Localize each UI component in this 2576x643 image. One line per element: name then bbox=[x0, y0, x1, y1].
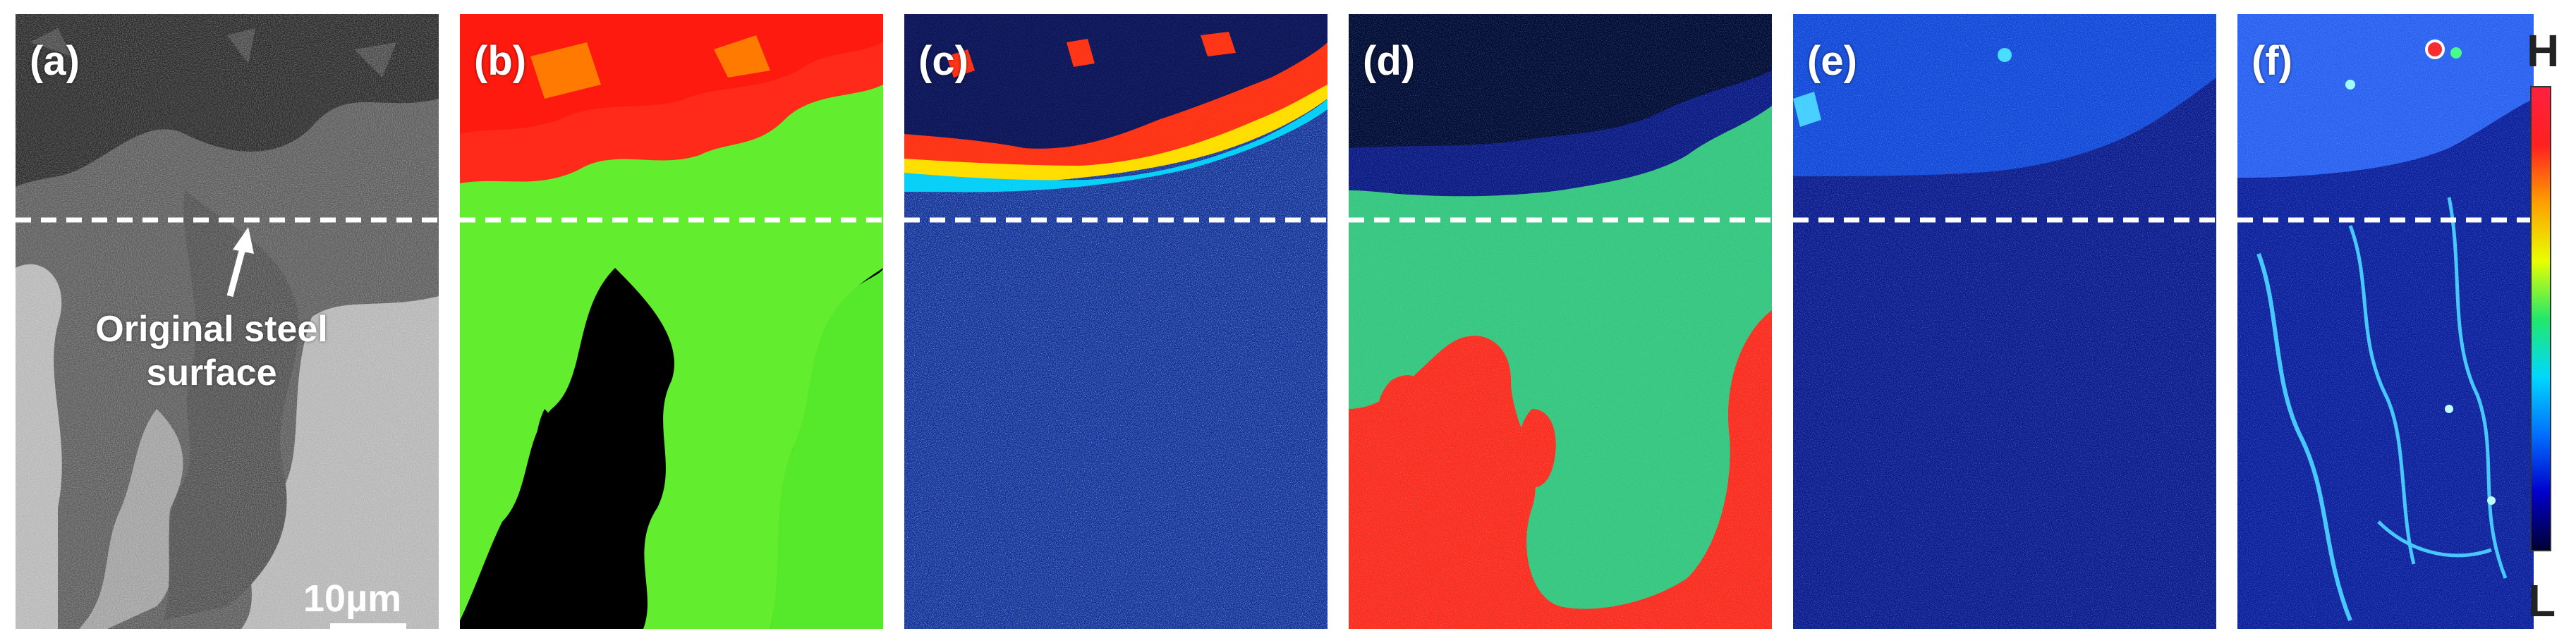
scalebar-label: 10µm bbox=[303, 577, 402, 620]
panel-label-a: (a) bbox=[30, 38, 80, 84]
panel-label-b: (b) bbox=[474, 38, 527, 84]
surface-arrow-icon bbox=[226, 242, 248, 298]
panel-b-image bbox=[460, 14, 883, 629]
surface-arrowhead-icon bbox=[233, 227, 254, 254]
annotation-line-1: Original steel bbox=[95, 309, 328, 350]
panel-f-image bbox=[2237, 14, 2534, 629]
colorbar-low-label: L bbox=[2528, 575, 2556, 626]
panel-a-image bbox=[16, 14, 439, 629]
panel-label-d: (d) bbox=[1363, 38, 1416, 84]
annotation-line-2: surface bbox=[146, 353, 277, 393]
panel-c-image bbox=[904, 14, 1328, 629]
panel-label-c: (c) bbox=[918, 38, 968, 84]
scalebar-line bbox=[330, 623, 406, 629]
panel-label-f: (f) bbox=[2252, 38, 2292, 84]
colorbar bbox=[2530, 86, 2551, 551]
panel-d-image bbox=[1349, 14, 1772, 629]
panel-e-image bbox=[1793, 14, 2216, 629]
panel-label-e: (e) bbox=[1807, 38, 1857, 84]
annotation-text: Original steel surface bbox=[49, 307, 374, 395]
colorbar-high-label: H bbox=[2527, 25, 2560, 76]
